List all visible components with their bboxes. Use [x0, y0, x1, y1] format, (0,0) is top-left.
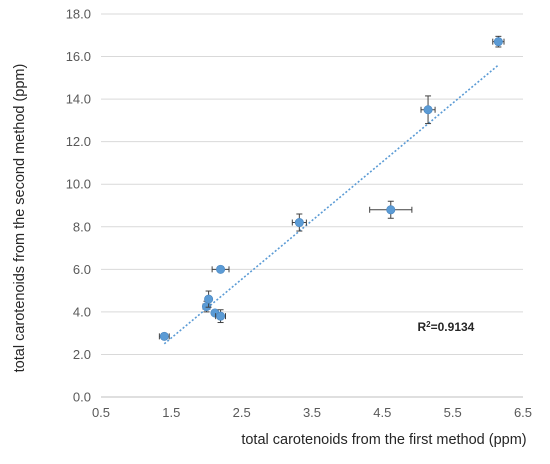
- data-point: [215, 309, 226, 324]
- point-marker: [202, 302, 212, 312]
- y-axis-title: total carotenoids from the second method…: [12, 64, 28, 373]
- point-marker: [493, 37, 503, 47]
- y-tick-label: 18.0: [66, 7, 91, 22]
- point-marker: [204, 294, 214, 304]
- data-point: [211, 264, 230, 274]
- y-tick-label: 6.0: [73, 262, 91, 277]
- r-squared-annotation: R2=0.9134: [418, 320, 475, 335]
- x-tick-label: 4.5: [373, 405, 391, 420]
- data-point: [158, 331, 170, 341]
- point-marker: [386, 205, 396, 215]
- x-tick-label: 6.5: [514, 405, 532, 420]
- y-tick-label: 4.0: [73, 304, 91, 319]
- point-marker: [159, 331, 169, 341]
- y-tick-label: 2.0: [73, 347, 91, 362]
- x-tick-label: 3.5: [303, 405, 321, 420]
- tick-labels: 0.0 2.0 4.0 6.0 8.0 10.0 12.0 14.0 16.0 18.0 0.5 1.…: [66, 7, 532, 421]
- r-squared-value: =0.9134: [431, 320, 475, 334]
- y-tick-label: 14.0: [66, 92, 91, 107]
- data-point: [291, 213, 307, 232]
- data-point: [369, 200, 413, 219]
- data-point: [492, 35, 505, 48]
- gridlines: [101, 13, 523, 355]
- y-tick-label: 0.0: [73, 390, 91, 405]
- r-squared-base: R: [418, 320, 427, 334]
- data-point: [204, 290, 214, 308]
- y-tick-label: 10.0: [66, 177, 91, 192]
- y-tick-label: 8.0: [73, 219, 91, 234]
- point-marker: [216, 311, 226, 321]
- r-squared-superscript: 2: [426, 320, 431, 329]
- y-tick-label: 12.0: [66, 134, 91, 149]
- x-tick-label: 2.5: [233, 405, 251, 420]
- data-point: [420, 95, 436, 125]
- x-tick-label: 1.5: [162, 405, 180, 420]
- point-marker: [294, 218, 304, 228]
- trendline: [163, 64, 499, 345]
- y-tick-label: 16.0: [66, 49, 91, 64]
- point-marker: [423, 105, 433, 115]
- x-tick-label: 0.5: [92, 405, 110, 420]
- x-tick-label: 5.5: [444, 405, 462, 420]
- x-axis-title: total carotenoids from the first method …: [241, 432, 526, 448]
- point-marker: [216, 264, 226, 274]
- data-points: [158, 35, 505, 341]
